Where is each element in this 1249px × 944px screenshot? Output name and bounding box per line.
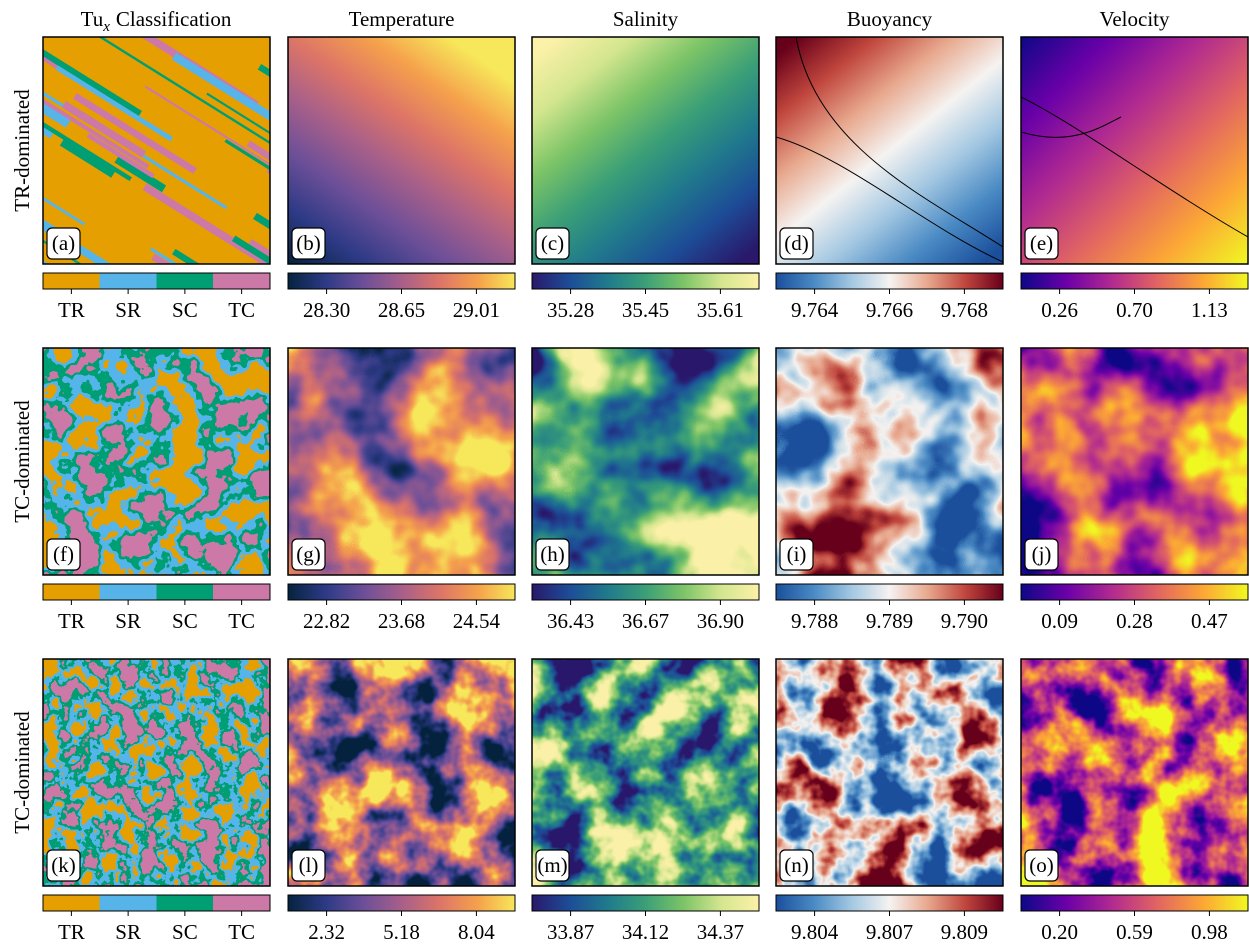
colorbar-tick-label: 0.26 <box>1041 298 1078 322</box>
colorbar-tick-label: 28.65 <box>378 298 425 322</box>
colorbar-tick-label: 9.804 <box>791 920 839 944</box>
colorbar-tick-label: 9.788 <box>791 609 838 633</box>
colorbar <box>43 273 270 289</box>
colorbar <box>288 584 515 600</box>
panel-label: (c) <box>541 231 564 255</box>
colorbar <box>43 584 270 600</box>
panel-label: (e) <box>1030 231 1053 255</box>
panel-label: (o) <box>1029 853 1054 877</box>
column-title: Temperature <box>349 7 455 31</box>
panel-label: (j) <box>1032 542 1052 566</box>
colorbar-tick-label: TC <box>228 920 255 944</box>
colorbar-tick-label: SC <box>172 298 198 322</box>
colorbar-tick-label: 22.82 <box>303 609 350 633</box>
title-rest: Classification <box>116 7 232 31</box>
row-label: TR-dominated <box>10 89 34 212</box>
colorbar-tick-label: 9.807 <box>866 920 913 944</box>
colorbar-tick-label: TC <box>228 609 255 633</box>
colorbar <box>776 895 1003 911</box>
column-title: Salinity <box>613 7 679 31</box>
colorbar-tick-label: 0.20 <box>1041 920 1078 944</box>
column-title: Buoyancy <box>847 7 933 31</box>
column-title: Velocity <box>1100 7 1170 31</box>
colorbar-tick-label: SC <box>172 920 198 944</box>
colorbar-tick-label: TR <box>58 609 85 633</box>
colorbar-tick-label: 9.790 <box>941 609 988 633</box>
colorbar-tick-label: 2.32 <box>308 920 345 944</box>
colorbar-tick-label: 9.768 <box>941 298 988 322</box>
colorbar-tick-label: TC <box>228 298 255 322</box>
colorbar-tick-label: 35.28 <box>547 298 594 322</box>
colorbar-tick-label: 24.54 <box>453 609 501 633</box>
colorbar-tick-label: SR <box>115 298 141 322</box>
colorbar-tick-label: 35.61 <box>697 298 744 322</box>
colorbar-tick-label: 0.28 <box>1116 609 1153 633</box>
column-title: Tux Classification <box>81 7 232 35</box>
colorbar-tick-label: SC <box>172 609 198 633</box>
colorbar-tick-label: 0.47 <box>1191 609 1228 633</box>
colorbar-tick-label: TR <box>58 298 85 322</box>
colorbar-tick-label: 35.45 <box>622 298 669 322</box>
colorbar-tick-label: 28.30 <box>303 298 350 322</box>
panel-label: (l) <box>299 853 319 877</box>
colorbar-tick-label: SR <box>115 920 141 944</box>
colorbar <box>288 273 515 289</box>
colorbar <box>1021 273 1248 289</box>
colorbar-tick-label: 9.789 <box>866 609 913 633</box>
colorbar-tick-label: 0.59 <box>1116 920 1153 944</box>
colorbar-tick-label: TR <box>58 920 85 944</box>
colorbar <box>43 895 270 911</box>
colorbar <box>532 584 759 600</box>
colorbar-tick-label: 9.809 <box>941 920 988 944</box>
panel-label: (h) <box>540 542 565 566</box>
title-base: Tu <box>81 7 104 31</box>
panel-label: (d) <box>784 231 809 255</box>
colorbar-tick-label: 9.764 <box>791 298 839 322</box>
colorbar-tick-label: 0.70 <box>1116 298 1153 322</box>
colorbar-tick-label: 8.04 <box>458 920 495 944</box>
row-label: TC-dominated <box>10 400 34 523</box>
colorbar <box>776 584 1003 600</box>
colorbar <box>532 273 759 289</box>
colorbar-tick-label: 34.12 <box>622 920 669 944</box>
colorbar-tick-label: 33.87 <box>547 920 594 944</box>
colorbar-tick-label: 34.37 <box>697 920 744 944</box>
colorbar <box>532 895 759 911</box>
figure: Tux Classification Temperature Salinity Buo… <box>0 0 1249 944</box>
colorbar-tick-label: 0.09 <box>1041 609 1078 633</box>
colorbar-tick-label: SR <box>115 609 141 633</box>
colorbar-tick-label: 36.67 <box>622 609 669 633</box>
title-subscript: x <box>102 19 110 35</box>
colorbar-tick-label: 1.13 <box>1191 298 1228 322</box>
colorbar-tick-label: 23.68 <box>378 609 425 633</box>
panel-label: (f) <box>53 542 74 566</box>
panel-label: (k) <box>51 853 76 877</box>
colorbar <box>288 895 515 911</box>
colorbar-tick-label: 29.01 <box>453 298 500 322</box>
colorbar-tick-label: 36.43 <box>547 609 594 633</box>
colorbar-tick-label: 9.766 <box>866 298 913 322</box>
colorbar <box>1021 895 1248 911</box>
panel-label: (a) <box>52 231 75 255</box>
panel-label: (i) <box>787 542 807 566</box>
colorbar <box>776 273 1003 289</box>
colorbar-tick-label: 0.98 <box>1191 920 1228 944</box>
panel-label: (b) <box>296 231 321 255</box>
colorbar-tick-label: 5.18 <box>383 920 420 944</box>
panel-label: (m) <box>537 853 567 877</box>
colorbar <box>1021 584 1248 600</box>
row-label: TC-dominated <box>10 711 34 834</box>
panel-label: (g) <box>296 542 321 566</box>
colorbar-tick-label: 36.90 <box>697 609 744 633</box>
panel-label: (n) <box>784 853 809 877</box>
